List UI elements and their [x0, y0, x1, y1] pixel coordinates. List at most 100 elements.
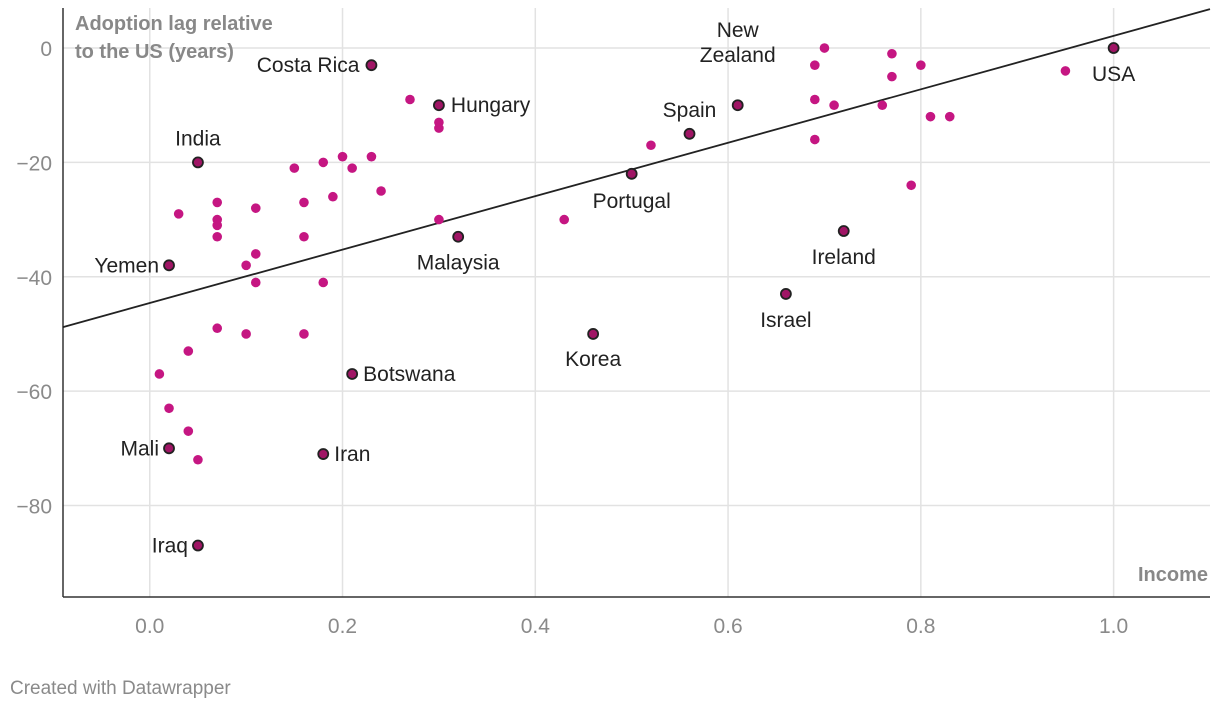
- point-label-korea: Korea: [565, 348, 621, 371]
- gridlines: [63, 8, 1210, 597]
- data-point: [810, 134, 820, 145]
- point-label-malaysia: Malaysia: [417, 252, 500, 275]
- x-tick-label: 0.6: [713, 615, 742, 638]
- x-tick-label: 0.8: [906, 615, 935, 638]
- highlighted-point: [163, 259, 175, 272]
- highlighted-point: [192, 156, 204, 169]
- highlighted-point: [163, 442, 175, 455]
- data-point: [434, 123, 444, 133]
- data-point: [944, 111, 955, 122]
- highlighted-point: [731, 99, 744, 112]
- data-point: [318, 277, 329, 288]
- highlighted-point: [433, 99, 445, 112]
- x-tick-label: 0.0: [135, 615, 164, 638]
- data-point: [328, 191, 338, 202]
- data-point: [646, 140, 656, 151]
- highlighted-point: [452, 230, 465, 243]
- y-tick-label: −80: [16, 496, 52, 519]
- highlighted-point: [346, 368, 359, 380]
- data-point: [250, 249, 261, 259]
- data-point: [887, 48, 897, 59]
- point-label-portugal: Portugal: [593, 190, 671, 213]
- data-point: [810, 60, 820, 70]
- point-label-costa-rica: Costa Rica: [257, 54, 360, 77]
- point-label-new: New: [717, 19, 760, 42]
- data-point: [405, 94, 415, 105]
- data-point: [916, 60, 926, 70]
- point-label-israel: Israel: [760, 309, 811, 332]
- data-point: [906, 180, 917, 191]
- data-point: [376, 186, 386, 196]
- data-point: [183, 346, 194, 356]
- y-tick-label: 0: [40, 38, 52, 61]
- data-point: [212, 231, 223, 242]
- point-label-spain: Spain: [663, 99, 717, 122]
- highlighted-point: [683, 127, 696, 140]
- highlighted-point: [1107, 42, 1120, 54]
- point-label-zealand: Zealand: [700, 44, 776, 67]
- data-point: [241, 260, 251, 271]
- highlighted-point: [192, 539, 204, 552]
- highlighted-point: [625, 167, 638, 180]
- data-point: [241, 329, 251, 339]
- highlighted-point: [587, 328, 600, 340]
- data-point: [434, 214, 444, 225]
- point-label-iran: Iran: [334, 443, 370, 466]
- data-point: [337, 151, 348, 162]
- highlighted-point: [317, 448, 330, 460]
- y-tick-label: −40: [16, 267, 52, 290]
- data-point: [1060, 66, 1071, 76]
- data-point: [212, 323, 223, 334]
- data-point: [299, 197, 309, 208]
- point-label-yemen: Yemen: [94, 254, 159, 277]
- data-point: [347, 163, 357, 173]
- data-point: [212, 220, 223, 231]
- axis-titles: Adoption lag relative to the US (years) …: [75, 13, 1208, 586]
- y-axis-title-line-1: Adoption lag relative: [75, 13, 273, 35]
- data-point: [299, 329, 309, 339]
- data-point: [810, 94, 820, 105]
- x-axis-title: Income: [1138, 564, 1208, 586]
- point-label-india: India: [175, 127, 221, 150]
- point-label-iraq: Iraq: [152, 535, 188, 558]
- data-point: [925, 111, 936, 122]
- data-point: [250, 277, 261, 288]
- trend-line-group: [62, 8, 1211, 328]
- data-point: [887, 71, 897, 82]
- tick-labels: 0.0 0.2 0.4 0.6 0.8 1.0 0 −20 −40 −60 −80: [16, 38, 1128, 638]
- point-label-mali: Mali: [121, 437, 160, 460]
- data-point: [559, 214, 570, 225]
- data-point: [193, 454, 203, 465]
- data-point: [877, 100, 888, 111]
- point-label-usa: USA: [1092, 63, 1135, 86]
- axes: [62, 8, 1210, 598]
- highlighted-point: [779, 288, 792, 300]
- x-tick-label: 0.2: [328, 615, 357, 638]
- point-label-botswana: Botswana: [363, 363, 456, 386]
- y-tick-label: −60: [16, 381, 52, 404]
- point-label-hungary: Hungary: [451, 94, 531, 117]
- data-point: [250, 203, 261, 213]
- data-point: [212, 197, 223, 208]
- datawrapper-credit: Created with Datawrapper: [10, 678, 231, 699]
- x-tick-label: 0.4: [521, 615, 551, 638]
- highlighted-point: [837, 225, 850, 237]
- y-tick-label: −20: [16, 152, 52, 175]
- x-tick-label: 1.0: [1099, 615, 1128, 638]
- data-point: [299, 231, 309, 242]
- point-labels: Costa Rica Hungary India Yemen Malaysia Botsw…: [94, 19, 1135, 557]
- data-point: [183, 426, 194, 436]
- data-point: [829, 100, 839, 111]
- highlighted-point: [365, 59, 378, 72]
- trend-line: [62, 8, 1211, 328]
- data-point: [819, 43, 830, 53]
- data-point: [289, 163, 300, 173]
- data-points: [154, 42, 1120, 552]
- data-point: [173, 209, 184, 219]
- data-point: [366, 151, 377, 162]
- data-point: [154, 369, 165, 379]
- y-axis-title-line-2: to the US (years): [75, 41, 234, 63]
- point-label-ireland: Ireland: [812, 246, 876, 269]
- data-point: [164, 403, 174, 414]
